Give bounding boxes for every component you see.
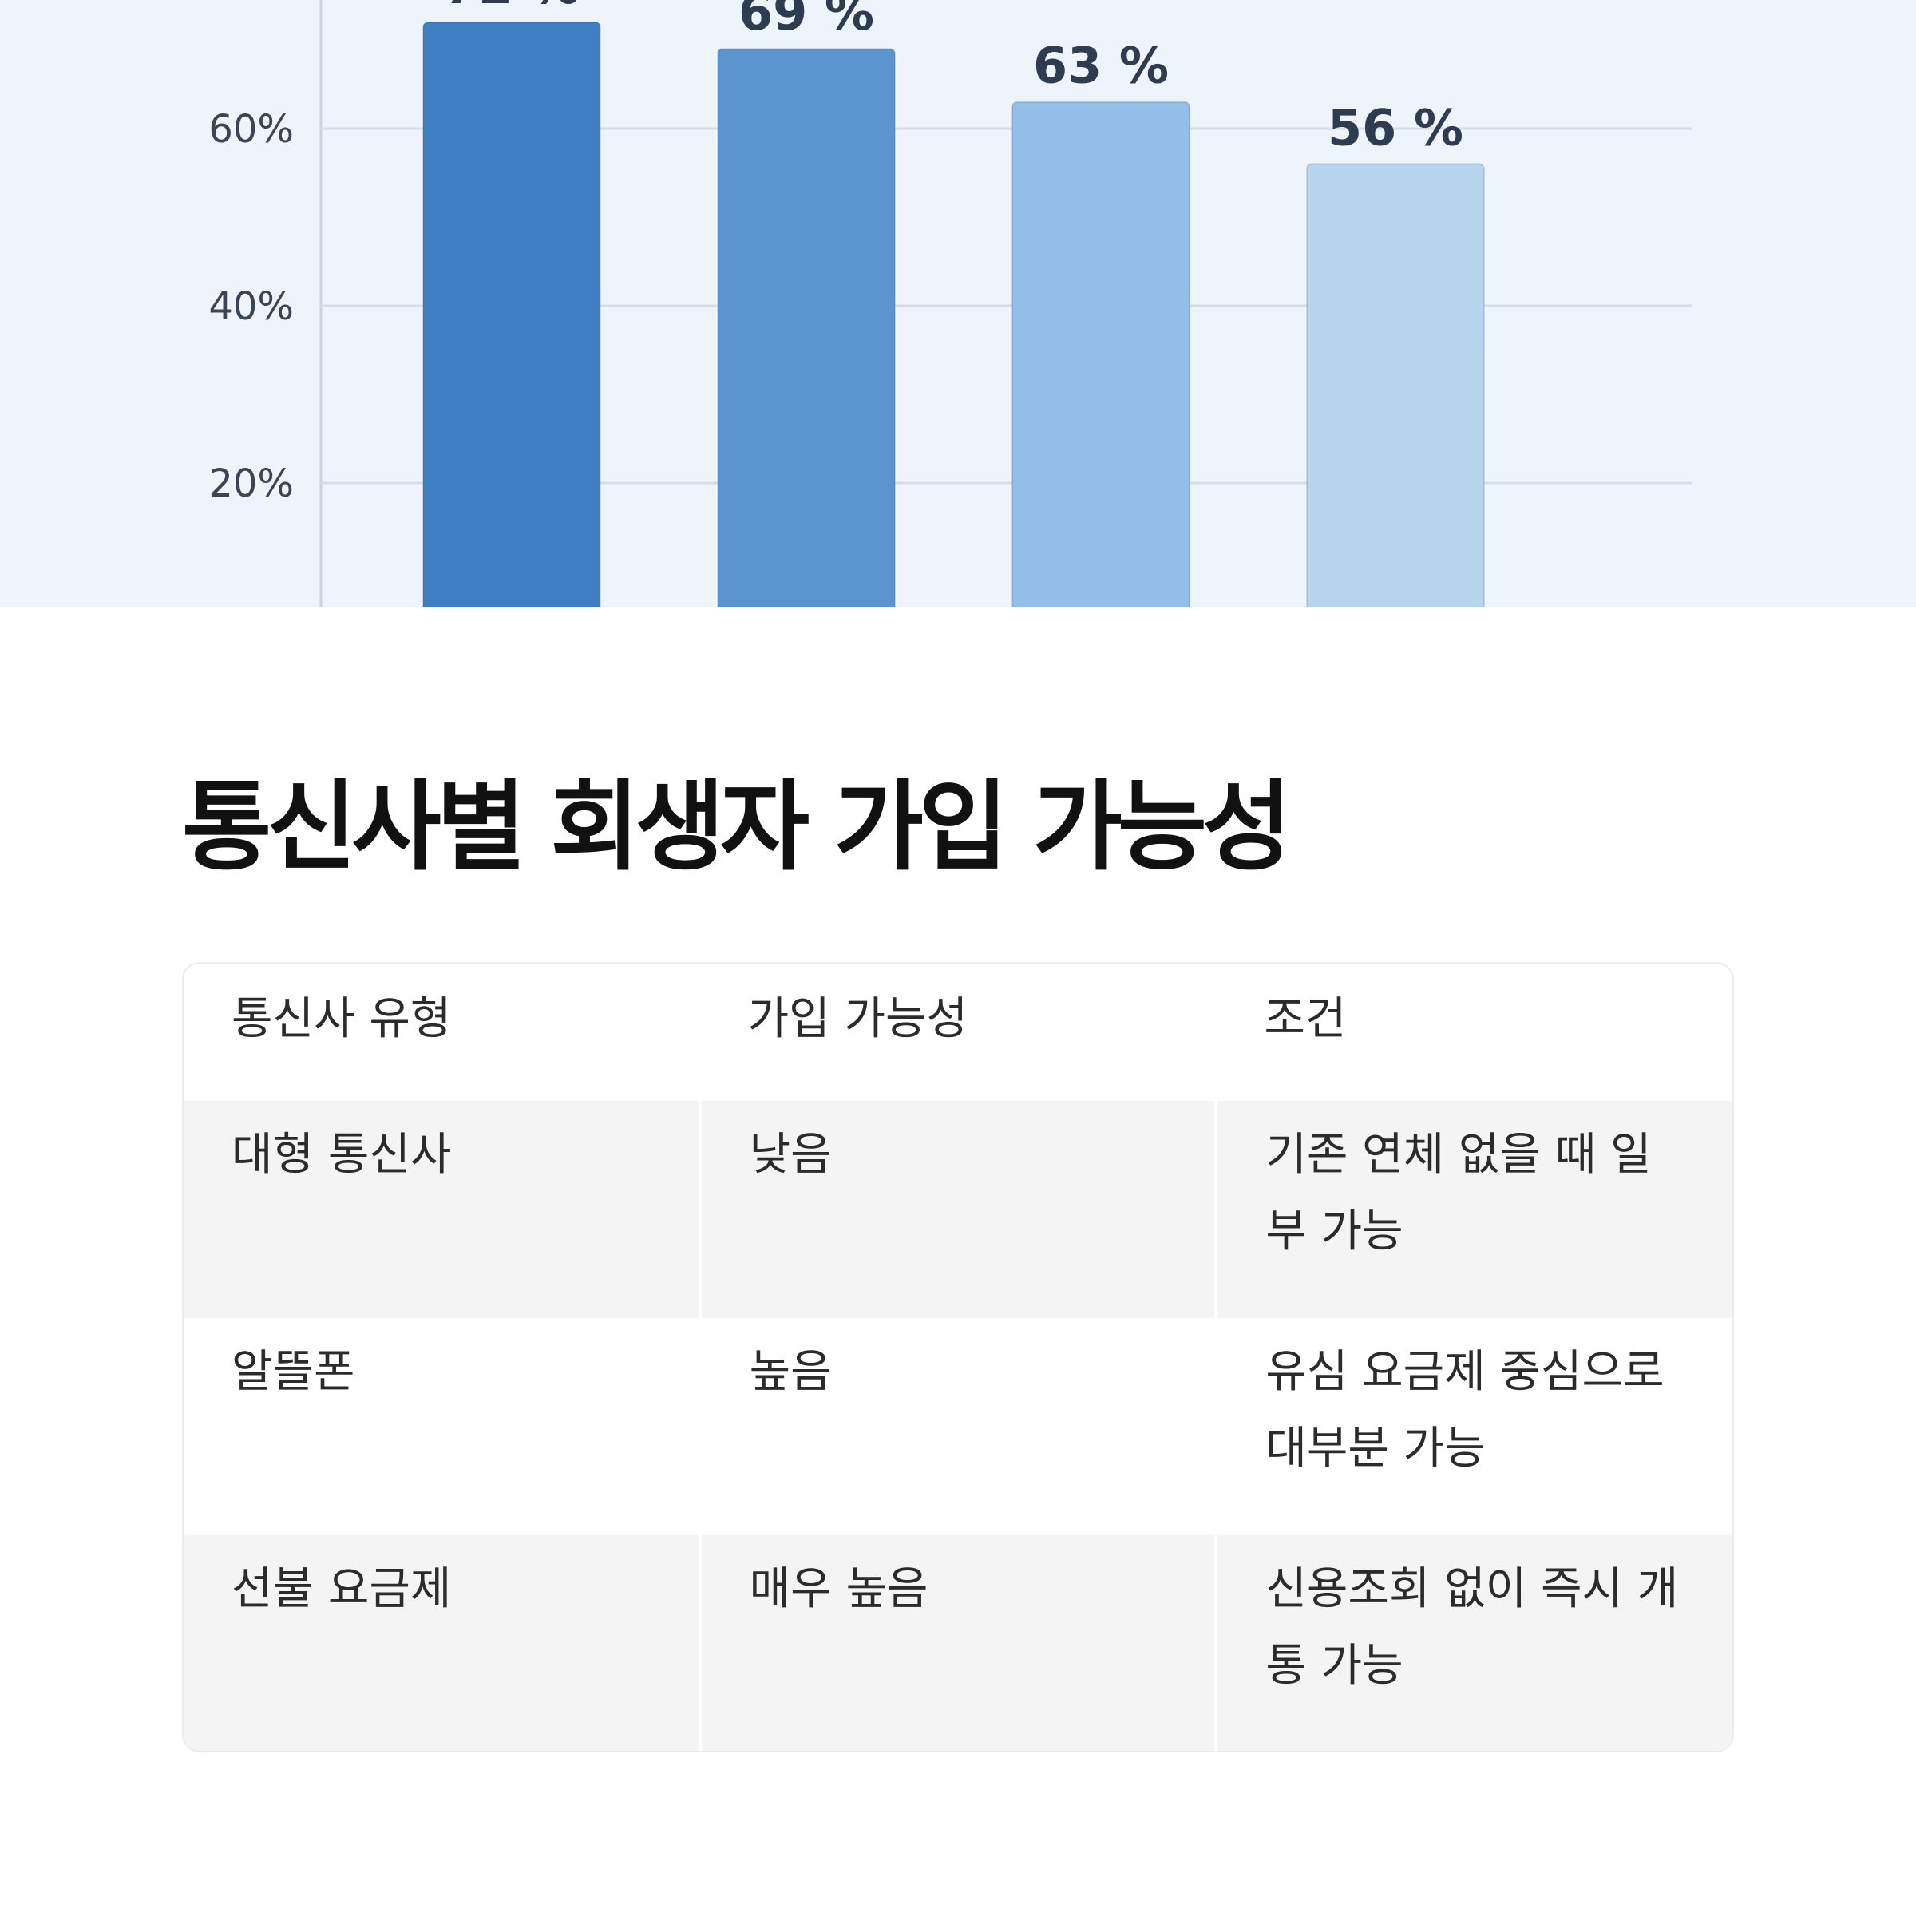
bar-chart-svg: 20% 40% 60% 72 % 69 % 63 % 56 % — [208, 0, 1692, 607]
data-label: 63 % — [1033, 37, 1169, 95]
cell-carrier-type: 알뜰폰 — [232, 1346, 355, 1398]
bars — [422, 21, 1485, 607]
data-label: 69 % — [738, 0, 874, 42]
bar — [1306, 163, 1485, 607]
cell-carrier-type: 선불 요금제 — [184, 1535, 700, 1751]
data-label: 72 % — [444, 0, 580, 15]
cell-possibility: 높음 — [698, 1318, 1217, 1535]
header-condition: 조건 — [1264, 993, 1347, 1045]
table-row: 대형 통신사 낮음 기존 연체 없을 때 일부 가능 — [184, 1101, 1732, 1318]
y-tick-label: 40% — [208, 284, 294, 329]
data-label: 56 % — [1328, 98, 1463, 156]
cell-carrier-type: 대형 통신사 — [184, 1101, 700, 1318]
cell-condition: 기존 연체 없을 때 일부 가능 — [1214, 1101, 1732, 1318]
cell-possibility: 낮음 — [698, 1101, 1217, 1318]
compat-table: 통신사 유형 가입 가능성 조건 대형 통신사 낮음 기존 연체 없을 때 일부… — [184, 964, 1732, 1751]
cell-condition: 신용조회 없이 즉시 개통 가능 — [1214, 1535, 1732, 1751]
header-carrier-type: 통신사 유형 — [232, 993, 452, 1045]
value-labels: 72 % 69 % 63 % 56 % — [444, 0, 1463, 156]
bar — [422, 21, 601, 607]
y-tick-labels: 20% 40% 60% — [208, 107, 294, 506]
table-row: 선불 요금제 매우 높음 신용조회 없이 즉시 개통 가능 — [184, 1535, 1732, 1751]
cell-condition: 유심 요금제 중심으로 대부분 가능 — [1214, 1318, 1732, 1535]
header-possibility: 가입 가능성 — [747, 993, 968, 1045]
compat-table-card: 통신사 유형 가입 가능성 조건 대형 통신사 낮음 기존 연체 없을 때 일부… — [182, 962, 1734, 1752]
y-tick-label: 20% — [208, 461, 294, 506]
bar — [717, 48, 896, 607]
table-header-row: 통신사 유형 가입 가능성 조건 — [184, 964, 1732, 1101]
table-row: 알뜰폰 높음 유심 요금제 중심으로 대부분 가능 — [184, 1318, 1732, 1535]
cell-possibility: 매우 높음 — [698, 1535, 1217, 1751]
bar — [1011, 101, 1190, 607]
section-title: 통신사별 회생자 가입 가능성 — [182, 770, 1292, 884]
y-tick-label: 60% — [208, 107, 294, 152]
bar-chart: 20% 40% 60% 72 % 69 % 63 % 56 % — [0, 0, 1916, 607]
